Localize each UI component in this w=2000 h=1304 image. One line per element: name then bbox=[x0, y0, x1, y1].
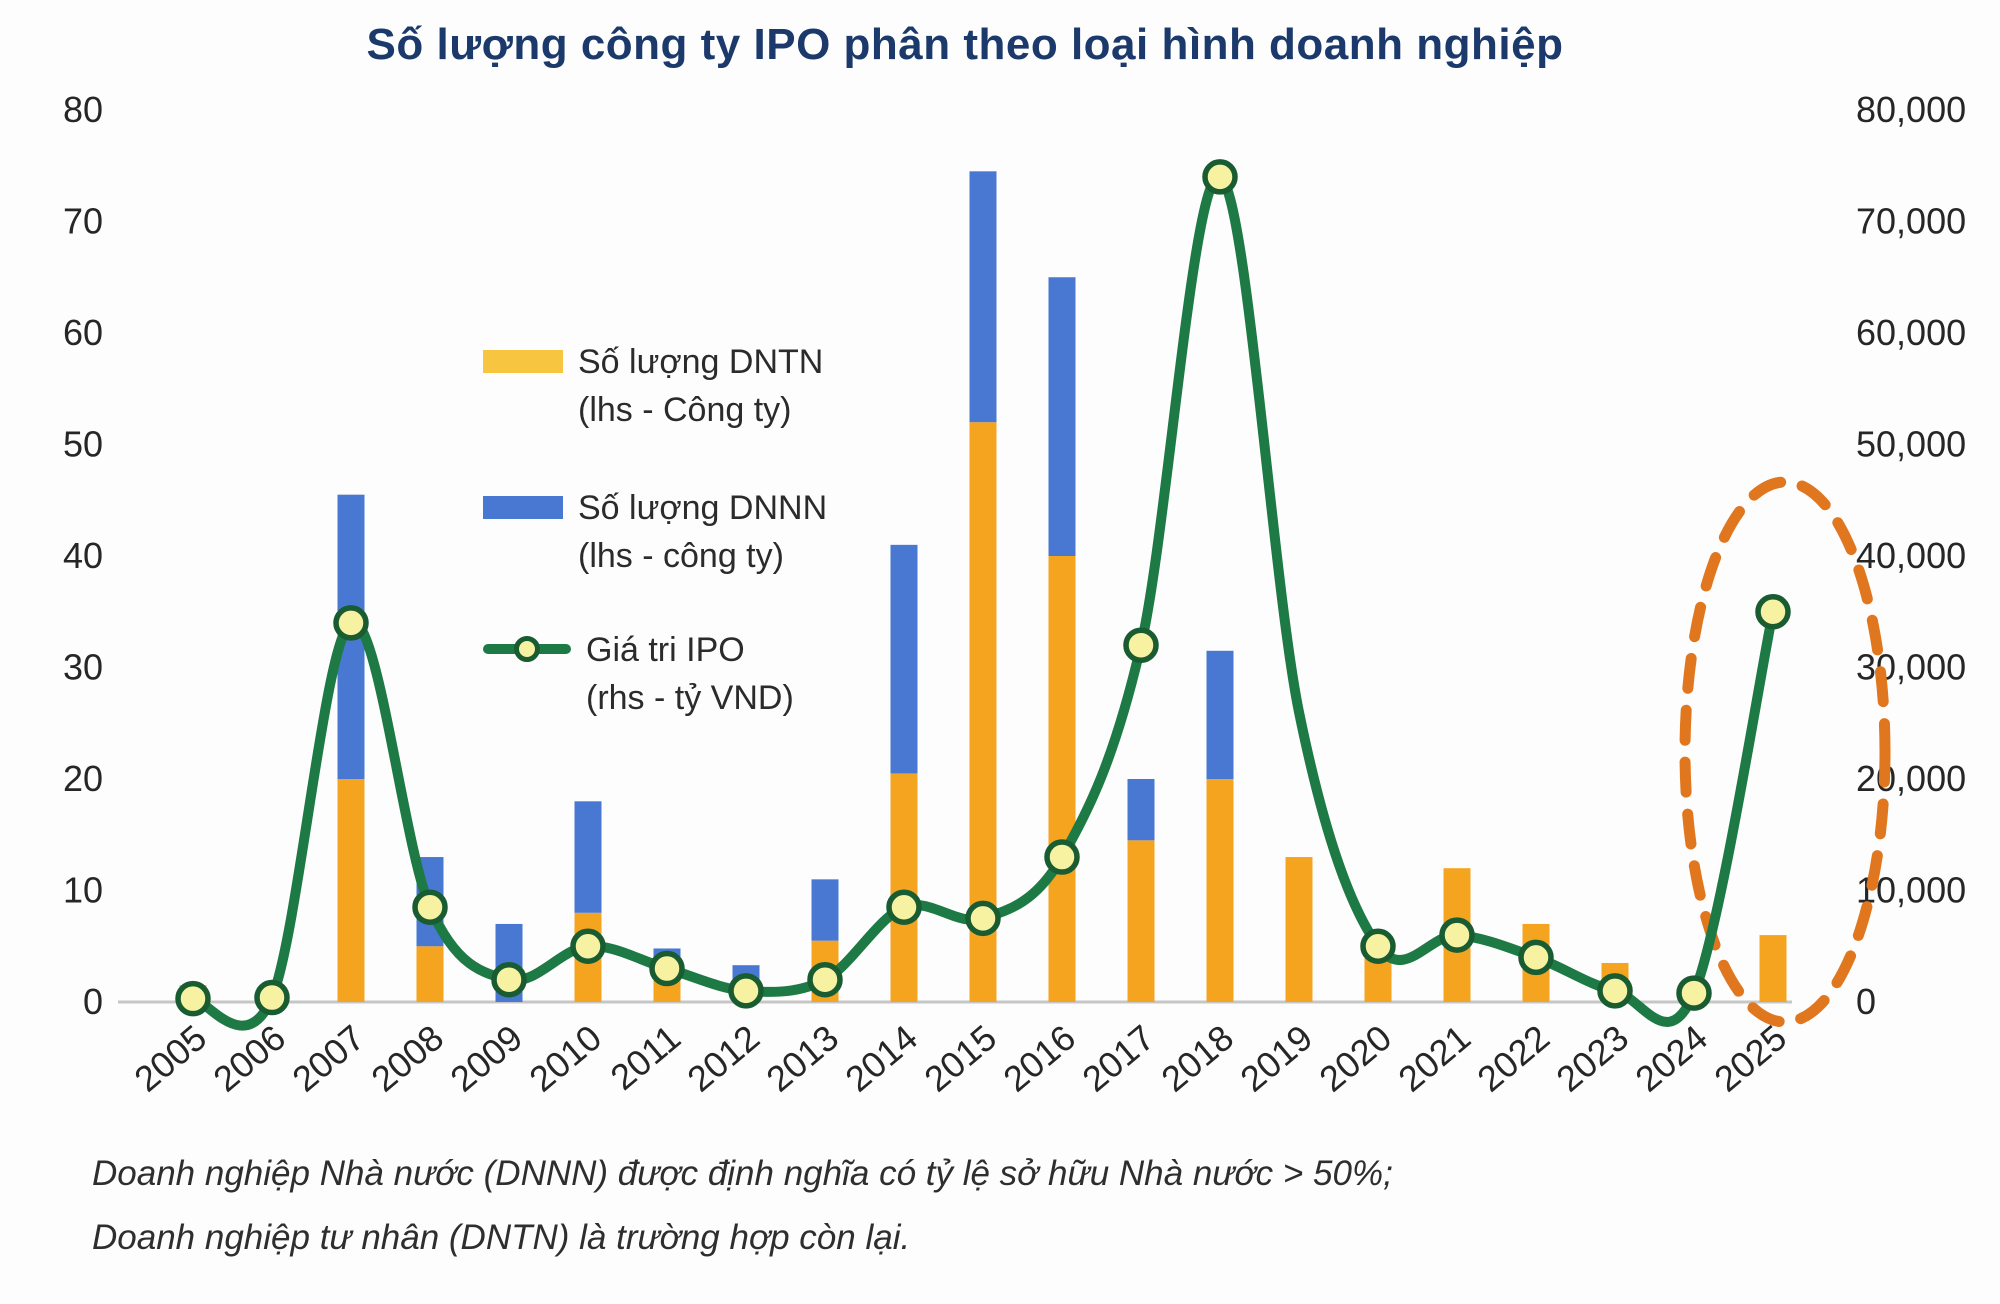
line-marker-2011 bbox=[649, 950, 685, 987]
x-tick-2020: 2020 bbox=[1311, 1017, 1399, 1100]
bar-dntn-2017 bbox=[1127, 840, 1155, 1002]
legend-sublabel-dntn: (lhs - Công ty) bbox=[578, 391, 792, 429]
legend-label-dntn: Số lượng DNTN bbox=[578, 343, 824, 381]
y-axis-right-tick-50000: 50,000 bbox=[1856, 424, 1966, 465]
legend-item-dnnn: Số lượng DNNN (lhs - công ty) bbox=[483, 484, 827, 580]
page-title: Số lượng công ty IPO phân theo loại hình… bbox=[366, 20, 1564, 69]
x-tick-2016: 2016 bbox=[995, 1017, 1083, 1100]
legend-swatch-dnnn-icon bbox=[483, 496, 563, 519]
line-marker-2018 bbox=[1202, 159, 1238, 195]
legend-sublabel-ipo-value: (rhs - tỷ VND) bbox=[586, 679, 794, 717]
y-axis-left-tick-60: 60 bbox=[63, 312, 103, 353]
y-axis-right-tick-30000: 30,000 bbox=[1856, 647, 1966, 688]
y-axis-right-tick-40000: 40,000 bbox=[1856, 535, 1966, 576]
legend-label-dnnn: Số lượng DNNN bbox=[578, 489, 828, 527]
legend-sublabel-dnnn: (lhs - công ty) bbox=[578, 537, 784, 575]
line-marker-2014 bbox=[886, 889, 922, 925]
line-marker-2017 bbox=[1123, 627, 1159, 663]
bar-dnnn-2013 bbox=[811, 879, 839, 941]
y-axis-right-tick-60000: 60,000 bbox=[1856, 312, 1966, 353]
y-axis-right-tick-20000: 20,000 bbox=[1856, 758, 1966, 799]
y-axis-left-tick-0: 0 bbox=[83, 981, 103, 1022]
line-marker-2005 bbox=[175, 980, 211, 1017]
x-tick-2025: 2025 bbox=[1706, 1017, 1794, 1100]
bar-dnnn-2017 bbox=[1127, 779, 1155, 841]
bar-dntn-2008 bbox=[416, 946, 444, 1002]
x-tick-2022: 2022 bbox=[1469, 1017, 1557, 1100]
line-marker-2020 bbox=[1360, 928, 1396, 964]
x-tick-2012: 2012 bbox=[679, 1017, 767, 1100]
x-tick-2021: 2021 bbox=[1390, 1017, 1478, 1100]
y-axis-left-tick-70: 70 bbox=[63, 201, 103, 242]
x-tick-2015: 2015 bbox=[916, 1017, 1004, 1100]
y-axis-left-tick-40: 40 bbox=[63, 535, 103, 576]
x-tick-2023: 2023 bbox=[1548, 1017, 1636, 1100]
line-marker-2025 bbox=[1755, 594, 1791, 630]
x-tick-2018: 2018 bbox=[1153, 1017, 1241, 1100]
bar-dnnn-2015 bbox=[969, 171, 997, 423]
x-tick-2007: 2007 bbox=[284, 1017, 372, 1100]
x-tick-2014: 2014 bbox=[837, 1017, 925, 1100]
line-marker-2010 bbox=[570, 928, 606, 964]
x-tick-2019: 2019 bbox=[1232, 1017, 1320, 1100]
bar-dntn-2018 bbox=[1206, 779, 1234, 1002]
footnote-line-2: Doanh nghiệp tư nhân (DNTN) là trường hợ… bbox=[92, 1218, 911, 1257]
x-tick-2017: 2017 bbox=[1074, 1017, 1162, 1100]
line-marker-2024 bbox=[1676, 975, 1712, 1011]
y-axis-right-tick-80000: 80,000 bbox=[1856, 89, 1966, 130]
y-axis-left-tick-10: 10 bbox=[63, 870, 103, 911]
bar-dnnn-2014 bbox=[890, 544, 918, 774]
line-marker-2008 bbox=[412, 889, 448, 925]
line-marker-2022 bbox=[1518, 939, 1554, 976]
line-marker-2009 bbox=[491, 961, 527, 998]
bar-dnnn-2016 bbox=[1048, 277, 1076, 556]
y-axis-left-tick-80: 80 bbox=[63, 89, 103, 130]
legend-item-dntn: Số lượng DNTN (lhs - Công ty) bbox=[483, 338, 823, 434]
bar-dnnn-2018 bbox=[1206, 650, 1234, 779]
legend-swatch-dntn-icon bbox=[483, 350, 563, 373]
x-tick-2008: 2008 bbox=[363, 1017, 451, 1100]
bar-dntn-2016 bbox=[1048, 556, 1076, 1002]
y-axis-left-tick-30: 30 bbox=[63, 647, 103, 688]
line-marker-2013 bbox=[807, 961, 843, 998]
legend-line-marker-icon bbox=[483, 626, 571, 672]
x-tick-2024: 2024 bbox=[1627, 1017, 1715, 1100]
line-marker-2021 bbox=[1439, 917, 1475, 953]
highlight-ellipse-2025 bbox=[1679, 476, 1891, 1028]
footnote-line-1: Doanh nghiệp Nhà nước (DNNN) được định n… bbox=[92, 1154, 1393, 1193]
bar-dntn-2025 bbox=[1759, 935, 1787, 1002]
bar-dnnn-2010 bbox=[574, 801, 602, 913]
bar-dntn-2014 bbox=[890, 773, 918, 1002]
line-marker-2007 bbox=[333, 605, 369, 641]
bar-dntn-2007 bbox=[337, 779, 365, 1002]
line-marker-2023 bbox=[1597, 973, 1633, 1009]
bar-dntn-2011 bbox=[653, 979, 681, 1002]
x-tick-2010: 2010 bbox=[521, 1017, 609, 1100]
y-axis-left-tick-50: 50 bbox=[63, 424, 103, 465]
bar-dntn-2019 bbox=[1285, 857, 1313, 1002]
x-tick-2005: 2005 bbox=[126, 1017, 214, 1100]
y-axis-left-tick-20: 20 bbox=[63, 758, 103, 799]
x-tick-2011: 2011 bbox=[602, 1017, 688, 1098]
line-marker-2016 bbox=[1044, 839, 1080, 875]
legend-item-ipo-value: Giá tri IPO (rhs - tỷ VND) bbox=[483, 626, 794, 722]
line-marker-2006 bbox=[254, 979, 290, 1016]
y-axis-right-tick-70000: 70,000 bbox=[1856, 201, 1966, 242]
x-tick-2009: 2009 bbox=[442, 1017, 530, 1100]
y-axis-right-tick-0: 0 bbox=[1856, 981, 1876, 1022]
x-tick-2013: 2013 bbox=[758, 1017, 846, 1100]
line-marker-2015 bbox=[965, 900, 1001, 937]
legend-label-ipo-value: Giá tri IPO bbox=[586, 631, 745, 669]
line-marker-2012 bbox=[728, 973, 764, 1009]
